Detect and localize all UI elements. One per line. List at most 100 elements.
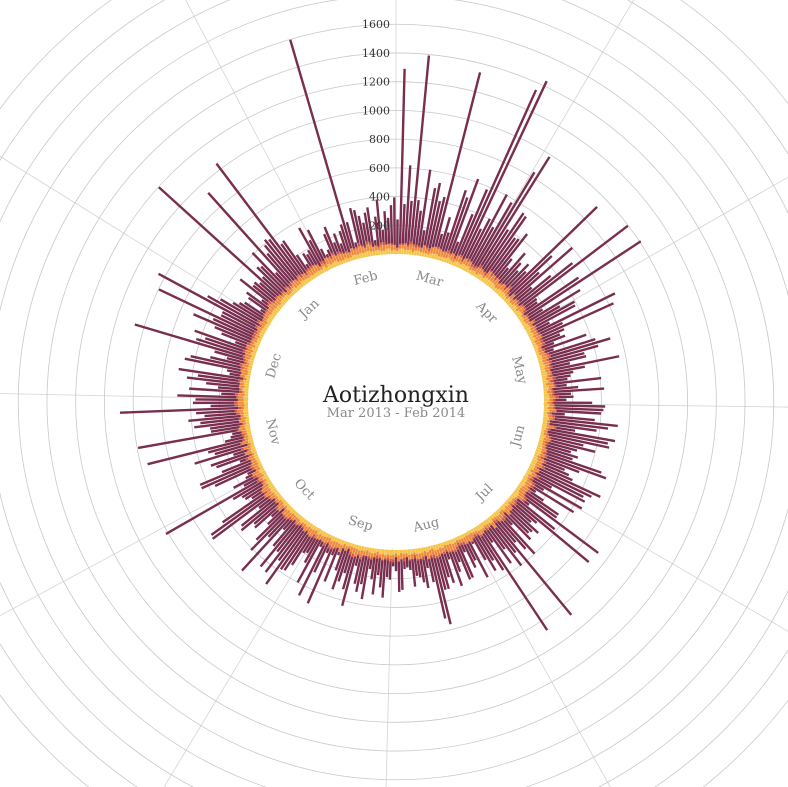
bar-segment — [275, 272, 290, 288]
bar-segment — [331, 252, 335, 256]
bar-segment — [528, 288, 581, 322]
bar-segment — [256, 332, 261, 336]
bar-segment — [286, 512, 292, 519]
bar-segment — [521, 485, 529, 492]
bar-segment — [251, 466, 255, 471]
bar-segment — [530, 325, 536, 331]
bar-segment — [468, 541, 489, 578]
bar-segment — [265, 476, 270, 481]
bar-segment — [438, 256, 443, 262]
bar-segment — [537, 455, 542, 459]
bar-segment — [516, 286, 533, 301]
bar-segment — [537, 343, 543, 348]
bar-segment — [252, 474, 257, 479]
bar-segment — [332, 261, 337, 268]
bar-segment — [340, 253, 345, 261]
bar-segment — [409, 244, 413, 251]
bar-segment — [445, 551, 451, 560]
bar-segment — [520, 310, 525, 315]
bar-segment — [511, 299, 518, 306]
tick-label: 1600 — [362, 18, 390, 31]
bar-segment — [540, 456, 545, 460]
bar-segment — [537, 332, 541, 336]
bar-segment — [522, 476, 528, 482]
bar-segment — [256, 479, 260, 483]
bar-segment — [413, 250, 417, 256]
bar-segment — [412, 199, 420, 245]
bar-segment — [316, 270, 321, 276]
bar-segment — [280, 497, 285, 502]
bar-segment — [283, 507, 286, 510]
bar-segment — [327, 537, 332, 543]
bar-segment — [428, 549, 433, 556]
bar-segment — [525, 491, 560, 516]
bar-segment — [433, 549, 438, 557]
bar-segment — [487, 275, 492, 281]
bar-segment — [343, 554, 352, 574]
bar-segment — [483, 529, 494, 544]
bar-segment — [246, 342, 251, 346]
bar-segment — [296, 523, 300, 527]
bar-segment — [549, 420, 609, 430]
bar-segment — [542, 440, 546, 444]
bar-segment — [471, 226, 495, 265]
bar-segment — [379, 244, 383, 252]
bar-segment — [524, 297, 538, 309]
bar-segment — [509, 304, 516, 310]
bar-segment — [484, 527, 489, 531]
bar-segment — [313, 543, 330, 573]
bar-segment — [375, 250, 379, 256]
bar-segment — [334, 541, 339, 548]
bar-segment — [492, 520, 497, 524]
bar-segment — [265, 312, 270, 317]
bar-segment — [243, 445, 251, 450]
bar-segment — [262, 483, 269, 489]
bar-segment — [195, 337, 246, 356]
bar-segment — [319, 530, 324, 535]
bar-segment — [254, 336, 258, 341]
bar-segment — [366, 547, 370, 551]
bar-segment — [451, 538, 456, 544]
bar-segment — [306, 548, 333, 604]
bar-segment — [536, 466, 540, 470]
bar-segment — [430, 545, 434, 549]
bar-segment — [532, 319, 536, 323]
bar-segment — [518, 489, 525, 496]
bar-segment — [373, 548, 377, 554]
bar-segment — [437, 543, 442, 549]
bar-segment — [540, 431, 544, 435]
bar-segment — [507, 504, 513, 510]
grid-ring — [190, 196, 602, 608]
bar-segment — [313, 526, 318, 531]
bar-segment — [339, 243, 346, 254]
bar-segment — [251, 347, 258, 352]
bar-segment — [345, 250, 348, 254]
bar-segment — [404, 165, 412, 244]
bar-segment — [234, 340, 247, 348]
bar-segment — [317, 533, 322, 540]
bar-segment — [543, 361, 550, 365]
bar-segment — [354, 548, 359, 557]
bar-segment — [553, 377, 568, 383]
bar-segment — [515, 305, 523, 312]
bar-segment — [260, 325, 265, 329]
bar-segment — [353, 558, 362, 585]
bar-segment — [258, 333, 264, 338]
bar-segment — [417, 169, 432, 246]
bar-segment — [284, 509, 291, 517]
bar-segment — [538, 467, 601, 498]
bar-segment — [421, 552, 425, 558]
bar-segment — [467, 261, 472, 268]
bar-segment — [271, 300, 276, 304]
bar-segment — [401, 204, 406, 244]
bar-segment — [212, 317, 253, 338]
bar-segment — [251, 251, 286, 288]
bar-segment — [255, 513, 284, 541]
bar-segment — [264, 314, 269, 320]
bar-segment — [462, 265, 467, 271]
bar-segment — [529, 463, 536, 468]
bar-segment — [475, 273, 481, 279]
bar-segment — [247, 455, 255, 460]
bar-segment — [336, 251, 340, 255]
bar-segment — [527, 476, 531, 480]
